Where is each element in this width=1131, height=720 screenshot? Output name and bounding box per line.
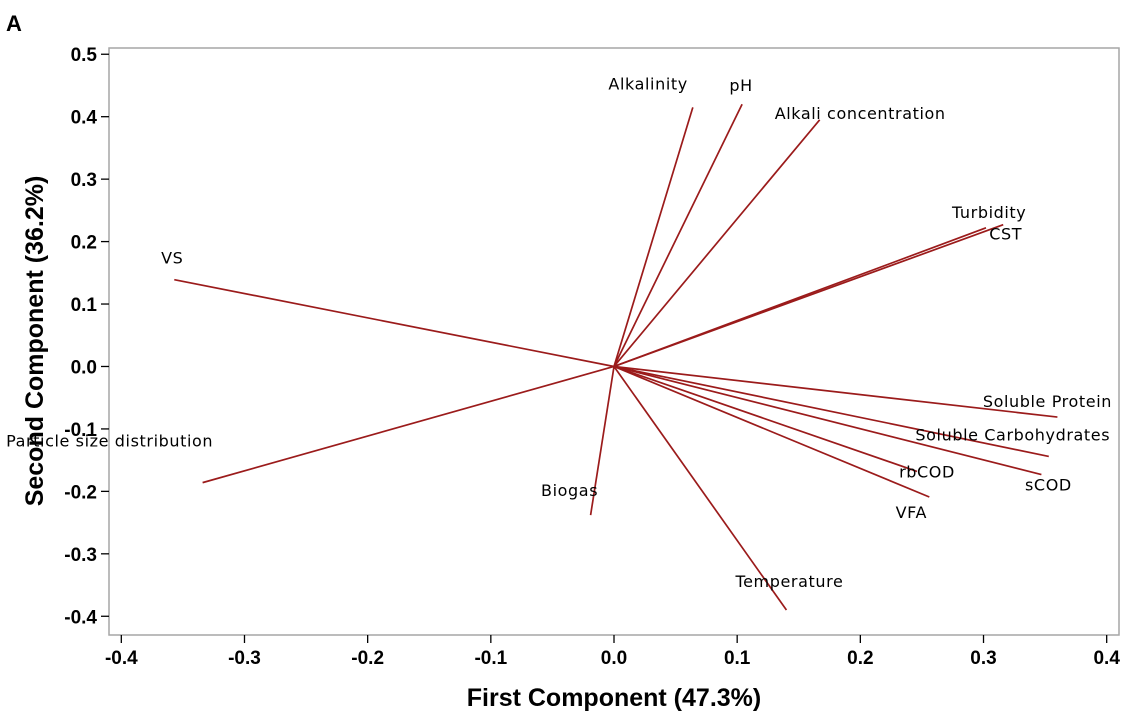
y-tick-label: 0.2 <box>71 233 97 254</box>
vector-label-soluble-protein: Soluble Protein <box>983 392 1112 411</box>
vector-label-scod: sCOD <box>1025 476 1072 495</box>
y-tick-label: 0.0 <box>71 357 97 378</box>
vector-biogas <box>589 366 615 516</box>
x-tick-label: -0.2 <box>351 648 384 669</box>
vector-label-biogas: Biogas <box>541 481 598 500</box>
y-axis-title: Second Component (36.2%) <box>21 176 49 507</box>
x-tick-label: 0.2 <box>847 648 873 669</box>
vector-label-alkali-concentration: Alkali concentration <box>775 104 946 123</box>
vector-scod <box>613 365 1042 476</box>
plot-area-frame <box>108 47 1120 636</box>
vector-label-cst: CST <box>989 225 1022 244</box>
panel-label: A <box>6 11 22 36</box>
vector-alkali-concentration <box>613 119 821 368</box>
vector-cst <box>613 223 1004 368</box>
vector-label-temperature: Temperature <box>734 572 843 591</box>
vector-label-particle-size-distribution: Particle size distribution <box>6 432 213 451</box>
y-tick-label: -0.3 <box>64 545 97 566</box>
x-tick-label: -0.3 <box>228 648 261 669</box>
vector-rbcod <box>613 365 918 473</box>
x-tick-label: 0.3 <box>970 648 996 669</box>
y-tick-label: 0.4 <box>71 108 98 129</box>
x-tick-label: 0.1 <box>724 648 751 669</box>
y-tick-label: 0.3 <box>71 170 97 191</box>
x-axis-title: First Component (47.3%) <box>467 684 761 712</box>
x-tick-label: -0.4 <box>105 648 138 669</box>
x-tick-label: -0.1 <box>474 648 507 669</box>
y-tick-label: 0.1 <box>71 295 98 316</box>
vector-vs <box>174 278 615 368</box>
loading-vectors <box>174 103 1058 611</box>
vector-label-ph: pH <box>729 76 752 95</box>
loading-vector-labels: Alkalinity pH Alkali concentration Turbidit… <box>6 74 1112 591</box>
vector-label-turbidity: Turbidity <box>951 203 1026 222</box>
y-tick-label: -0.4 <box>64 607 97 628</box>
vector-label-vfa: VFA <box>896 503 927 522</box>
vector-soluble-carbohydrates <box>613 365 1049 458</box>
x-tick-label: 0.0 <box>601 648 627 669</box>
x-tick-label: 0.4 <box>1093 648 1120 669</box>
vector-soluble-protein <box>613 365 1058 418</box>
vector-vfa <box>613 365 930 498</box>
vector-alkalinity <box>613 107 694 367</box>
vector-temperature <box>613 365 788 611</box>
x-axis: -0.4 -0.3 -0.2 -0.1 0.0 0.1 0.2 0.3 0.4 <box>105 635 1120 669</box>
vector-label-rbcod: rbCOD <box>899 462 955 481</box>
y-tick-label: 0.5 <box>71 45 98 66</box>
y-axis: -0.4 -0.3 -0.2 -0.1 0.0 0.1 0.2 0.3 0.4 0.5 <box>64 45 109 628</box>
vector-label-alkalinity: Alkalinity <box>608 74 687 93</box>
vector-label-vs: VS <box>161 249 183 268</box>
y-tick-label: -0.2 <box>64 482 97 503</box>
y-tick-label: -0.1 <box>64 420 97 441</box>
vector-ph <box>613 103 743 367</box>
vector-label-soluble-carbohydrates: Soluble Carbohydrates <box>915 425 1110 444</box>
vector-particle-size-distribution <box>202 365 615 484</box>
